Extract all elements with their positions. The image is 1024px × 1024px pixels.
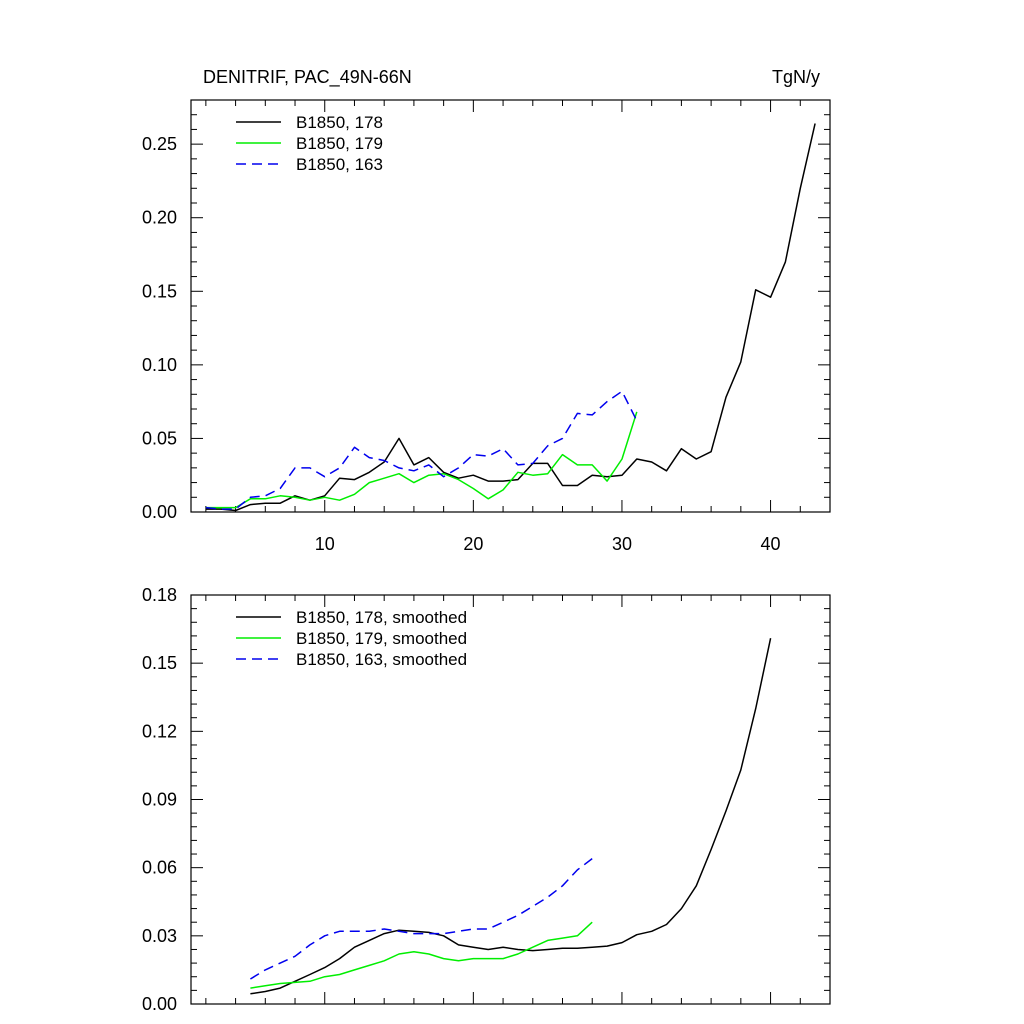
x-tick-label: 30 xyxy=(612,534,632,554)
y-tick-label: 0.25 xyxy=(142,134,177,154)
y-tick-label: 0.10 xyxy=(142,355,177,375)
y-tick-label: 0.15 xyxy=(142,281,177,301)
y-tick-label: 0.00 xyxy=(142,502,177,522)
units-label: TgN/y xyxy=(772,67,820,87)
series-line-0 xyxy=(205,123,816,512)
y-tick-label: 0.00 xyxy=(142,994,177,1014)
legend-label-0: B1850, 178, smoothed xyxy=(296,608,467,627)
series-line-2 xyxy=(205,390,638,510)
series-line-2 xyxy=(250,858,593,980)
y-tick-label: 0.05 xyxy=(142,428,177,448)
series-line-1 xyxy=(250,921,593,989)
x-tick-label: 10 xyxy=(315,534,335,554)
x-tick-label: 20 xyxy=(463,534,483,554)
legend-label-1: B1850, 179, smoothed xyxy=(296,629,467,648)
legend-label-2: B1850, 163 xyxy=(296,155,383,174)
legend-label-1: B1850, 179 xyxy=(296,134,383,153)
y-tick-label: 0.12 xyxy=(142,721,177,741)
series-line-1 xyxy=(205,411,638,509)
legend-label-0: B1850, 178 xyxy=(296,113,383,132)
y-tick-label: 0.18 xyxy=(142,585,177,605)
top-panel: 10 20 30 40 0.00 0.05 0.10 0.15 0.20 0.25 DENITRIF… xyxy=(142,67,831,554)
bottom-panel: 0.00 0.03 0.06 0.09 0.12 0.15 0.18 B1850, 178, … xyxy=(142,585,831,1014)
x-tick-label: 40 xyxy=(761,534,781,554)
series-line-0 xyxy=(250,638,772,995)
legend-label-2: B1850, 163, smoothed xyxy=(296,650,467,669)
chart-title: DENITRIF, PAC_49N-66N xyxy=(203,67,412,88)
plot-frame xyxy=(190,99,831,513)
plot-frame xyxy=(190,594,831,1005)
y-tick-label: 0.20 xyxy=(142,208,177,228)
y-tick-label: 0.09 xyxy=(142,790,177,810)
y-tick-label: 0.06 xyxy=(142,858,177,878)
y-tick-label: 0.15 xyxy=(142,653,177,673)
y-tick-label: 0.03 xyxy=(142,926,177,946)
